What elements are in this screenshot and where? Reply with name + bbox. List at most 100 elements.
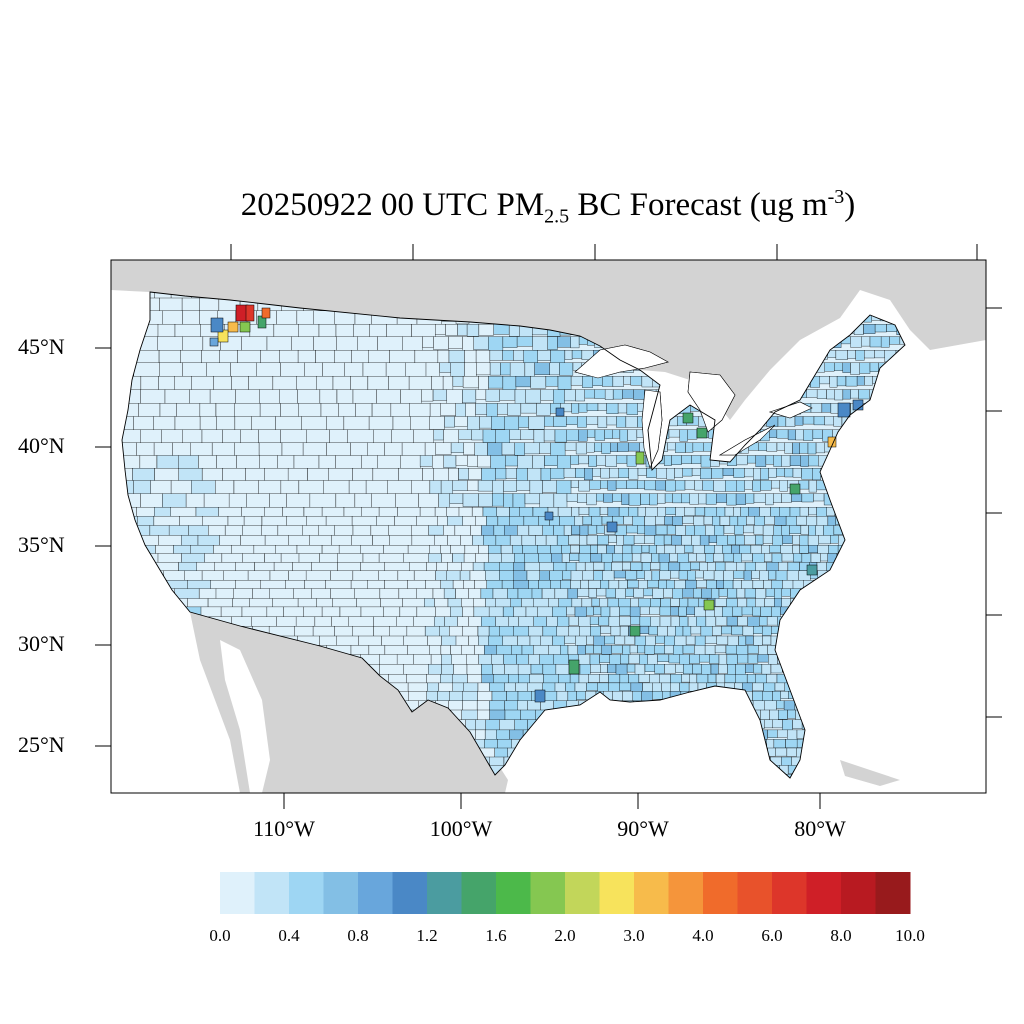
county-cell: [769, 429, 778, 438]
county-cell: [622, 545, 633, 555]
county-cell: [431, 376, 444, 392]
county-cell: [689, 654, 700, 664]
county-cell: [743, 570, 752, 582]
county-cell: [512, 493, 526, 509]
county-cell: [502, 336, 518, 348]
county-cell: [596, 525, 605, 534]
county-cell: [578, 429, 588, 442]
county-cell: [752, 682, 764, 692]
county-cell: [570, 570, 583, 582]
county-cell: [442, 376, 454, 391]
county-cell: [708, 535, 717, 543]
county-cell: [429, 480, 442, 495]
county-cell: [744, 480, 753, 490]
county-cell: [628, 493, 641, 506]
county-cell: [542, 664, 557, 675]
county-cell: [753, 493, 766, 503]
colorbar-swatch: [289, 872, 324, 914]
county-cell: [707, 674, 717, 683]
county-cell: [834, 362, 843, 371]
county-cell: [586, 606, 594, 616]
county-cell: [449, 626, 464, 638]
county-cell: [685, 580, 697, 590]
county-cell: [509, 429, 522, 440]
county-cell: [842, 389, 851, 400]
county-cell: [578, 507, 590, 515]
county-cell: [555, 664, 570, 676]
county-cell: [594, 389, 606, 399]
bottom-ticks: [283, 793, 821, 809]
county-cell: [655, 635, 665, 644]
county-cell: [712, 516, 721, 528]
county-cell: [616, 535, 624, 546]
county-cell: [514, 389, 526, 405]
hotspot-county: [606, 521, 618, 533]
county-cell: [612, 493, 622, 502]
county-cell: [776, 429, 789, 439]
county-cell: [772, 691, 781, 703]
county-cell: [665, 480, 676, 492]
county-cell: [781, 588, 791, 597]
county-cell: [554, 429, 567, 443]
county-cell: [463, 442, 475, 456]
county-cell: [586, 416, 599, 425]
county-cell: [566, 416, 578, 425]
county-cell: [714, 525, 725, 537]
county-cell: [633, 389, 645, 400]
county-cell: [671, 535, 682, 546]
county-cell: [787, 709, 796, 719]
county-cell: [765, 455, 774, 465]
county-cell: [443, 455, 457, 468]
county-cell: [464, 362, 477, 379]
county-cell: [682, 468, 693, 477]
county-cell: [670, 616, 680, 628]
county-cell: [443, 429, 459, 445]
county-cell: [681, 535, 692, 546]
county-cell: [671, 455, 682, 465]
county-cell: [675, 545, 685, 555]
county-cell: [666, 525, 676, 535]
county-cell: [489, 350, 503, 361]
county-cell: [800, 525, 809, 535]
county-cell: [477, 480, 493, 492]
county-cell: [496, 507, 510, 518]
county-cell: [489, 362, 501, 376]
county-cell: [623, 376, 631, 385]
county-cell: [777, 729, 788, 738]
lat-label-40: 40°N: [18, 433, 65, 458]
county-cell: [540, 468, 551, 481]
county-cell: [637, 468, 647, 476]
county-cell: [692, 664, 702, 675]
county-cell: [657, 654, 670, 662]
hotspot-county: [703, 599, 715, 611]
county-cell: [821, 403, 832, 413]
county-cell: [828, 545, 839, 554]
county-cell: [481, 468, 496, 483]
county-cell: [615, 664, 628, 676]
county-cell: [539, 493, 555, 510]
county-cell: [440, 403, 456, 416]
county-cell: [553, 389, 565, 405]
county-cell: [733, 570, 745, 579]
county-cell: [598, 616, 610, 626]
county-cell: [684, 480, 695, 490]
county-cell: [491, 654, 504, 665]
county-cell: [716, 635, 729, 645]
county-cell: [571, 350, 583, 359]
county-cell: [716, 535, 728, 547]
county-cell: [570, 455, 580, 465]
county-cell: [464, 350, 477, 365]
colorbar-swatch: [599, 872, 635, 914]
county-cell: [713, 480, 726, 492]
county-cell: [578, 553, 591, 564]
county-cell: [600, 480, 608, 489]
county-cell: [693, 516, 705, 526]
county-cell: [585, 562, 594, 573]
lon-label-110w: 110°W: [253, 816, 315, 841]
county-cell: [685, 442, 694, 453]
county-cell: [587, 429, 596, 438]
county-cell: [528, 626, 543, 638]
county-cell: [701, 588, 712, 599]
county-cell: [609, 654, 621, 666]
county-cell: [693, 588, 702, 599]
